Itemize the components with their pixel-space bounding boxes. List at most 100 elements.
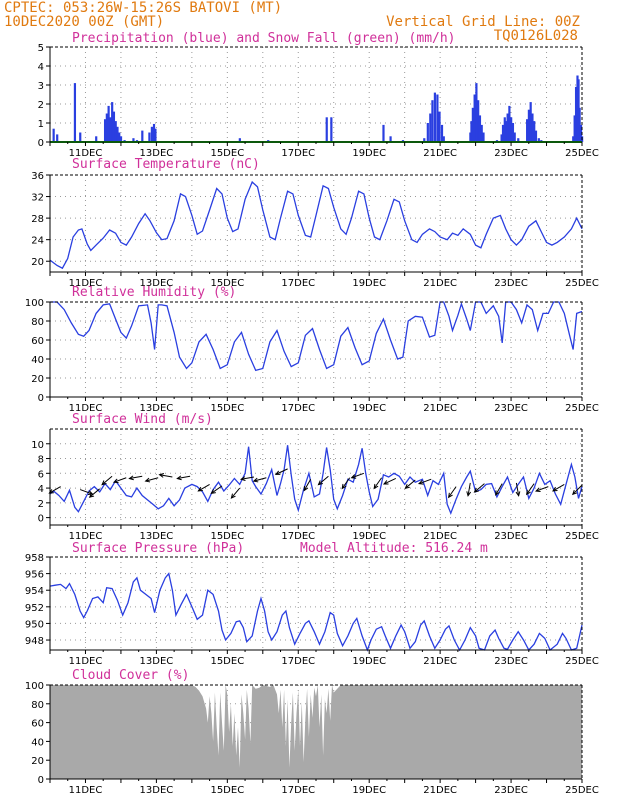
x-date-label: 21DEC [423,656,457,667]
wind-vector [158,473,173,478]
y-tick-label: 36 [31,171,44,182]
series-line-wind [49,445,583,515]
wind-vector-head [447,492,453,499]
precip-bar [148,132,151,142]
x-date-label: 11DEC [69,278,103,289]
wind-vector-head [350,474,357,479]
precip-bar [511,123,515,142]
wind-vector-shaft [113,477,127,483]
x-date-label: 17DEC [281,785,315,796]
precip-bar [116,126,119,142]
wind-vector [552,483,565,492]
wind-vector [144,477,159,483]
precip-bar [470,121,473,142]
wind-vector-shaft [373,477,383,489]
y-tick-label: 3 [38,81,44,92]
wind-vector-head [417,480,424,485]
x-date-label: 17DEC [281,656,315,667]
wind-vector-shaft [145,477,159,482]
wind-vector [571,484,583,496]
x-date-label: 25DEC [565,403,599,414]
y-tick-label: 80 [31,317,44,328]
precip-bar [95,136,98,142]
wind-vector-head [239,476,246,481]
precip-bar [79,132,82,142]
wind-vector-head [210,489,216,494]
wind-vector-shaft [318,475,329,486]
wind-vector [447,486,457,499]
y-tick-label: 6 [38,469,44,480]
precip-bar [534,130,538,142]
wind-vector [79,489,94,495]
wind-vector-shaft [552,483,565,492]
y-tick-label: 20 [31,756,44,767]
wind-vector-shaft [101,475,113,486]
wind-vector-shaft [418,478,432,485]
y-tick-label: 956 [25,570,44,581]
y-tick-label: 2 [38,499,44,510]
wind-vector-head [274,470,281,475]
wind-vector-shaft [405,479,416,489]
wind-vector [48,486,61,494]
x-date-label: 11DEC [69,656,103,667]
panel-pres: Surface Pressure (hPa) Model Altitude: 51… [25,541,599,667]
wind-vector [197,483,210,492]
wind-vector-shaft [495,483,503,496]
wind-vector-head [535,487,541,492]
y-tick-label: 4 [38,62,44,73]
x-date-label: 13DEC [140,656,174,667]
y-tick-label: 950 [25,619,44,630]
y-tick-label: 5 [38,43,44,54]
wind-vector [382,478,397,485]
wind-vector-head [230,493,236,499]
panel-title-cloud: Cloud Cover (%) [72,668,189,683]
wind-vector [535,486,549,492]
y-tick-label: 0 [38,138,44,149]
wind-vector-head [101,480,107,486]
y-tick-label: 948 [25,636,44,647]
precip-bar [150,126,153,142]
y-tick-label: 28 [31,214,44,225]
x-date-label: 13DEC [140,278,174,289]
wind-vector-head [552,486,558,492]
x-date-label: 15DEC [210,531,244,542]
cloud-cover-area [50,685,582,779]
grid-line-note: Vertical Grid Line: 00Z [386,14,580,30]
wind-vector-shaft [49,486,61,494]
y-tick-label: 80 [31,700,44,711]
panel-rh: Relative Humidity (%) 0 20 40 60 80 100 11DEC 13… [25,285,599,414]
wind-vector [239,476,255,481]
wind-vector [303,478,312,492]
panels: Precipitation (blue) and Snow Fall (gree… [25,31,599,796]
wind-vector [350,472,365,479]
precip-bar [478,115,482,142]
wind-vector [230,487,241,499]
precip-bar [510,117,513,142]
x-date-label: 15DEC [210,403,244,414]
y-tick-label: 8 [38,455,44,466]
wind-vector-head [466,491,472,497]
precip-bar [506,113,509,142]
x-date-label: 13DEC [140,403,174,414]
wind-vector-shaft [198,483,210,492]
precip-bar [132,138,135,142]
precip-bar [500,134,503,142]
wind-vector [417,478,432,485]
x-date-label: 21DEC [423,785,457,796]
precip-bar [56,134,59,142]
precip-bar [433,92,437,142]
precip-bar [508,105,511,142]
x-date-label: 17DEC [281,148,315,159]
y-tick-label: 60 [31,719,44,730]
precip-bar [154,128,157,142]
wind-vector-shaft [241,476,255,480]
wind-vector-shaft [79,489,93,495]
run-date: 10DEC2020 00Z (GMT) [4,14,164,30]
panel-title-wind: Surface Wind (m/s) [72,412,213,427]
precip-bar [526,119,529,142]
wind-vector [101,475,113,486]
x-date-label: 15DEC [210,656,244,667]
x-date-label: 11DEC [69,148,103,159]
wind-vector-shaft [211,485,223,494]
